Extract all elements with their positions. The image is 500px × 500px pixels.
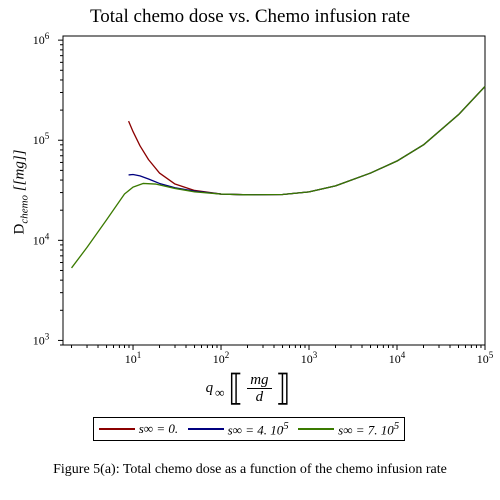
y-tick-label: 104 [33, 231, 50, 247]
legend-swatch-s7 [298, 427, 335, 430]
legend-swatch-s0 [98, 428, 135, 430]
legend-item-s4: s∞ = 4. 105 [187, 419, 289, 438]
x-tick-label: 105 [477, 350, 494, 366]
y-tick-label: 105 [33, 131, 50, 147]
x-axis-label: q ∞ ⟦ mg d ⟧ [205, 368, 291, 408]
x-tick-label: 101 [125, 350, 142, 366]
legend-item-s0: s∞ = 0. [98, 421, 179, 437]
legend-swatch-s4 [187, 427, 224, 430]
x-tick-label: 104 [389, 350, 406, 366]
y-tick-label: 106 [33, 31, 50, 47]
x-tick-label: 102 [213, 350, 230, 366]
x-tick-label: 103 [301, 350, 318, 366]
chart-legend: s∞ = 0. s∞ = 4. 105 s∞ = 7. 105 [93, 417, 405, 441]
legend-label-s0: s∞ = 0. [138, 421, 179, 436]
y-axis-label: Dchemo [[mg]] [11, 149, 31, 235]
series-line-2 [71, 85, 486, 269]
series-line-0 [127, 85, 486, 196]
series-line-1 [128, 85, 486, 196]
figure-caption: Figure 5(a): Total chemo dose as a funct… [53, 462, 447, 477]
legend-label-s4: s∞ = 4. 105 [227, 419, 289, 438]
chart-title: Total chemo dose vs. Chemo infusion rate [89, 6, 411, 27]
plot-frame [62, 35, 486, 346]
legend-label-s7: s∞ = 7. 105 [338, 419, 400, 438]
y-tick-label: 103 [33, 331, 50, 347]
legend-item-s7: s∞ = 7. 105 [298, 420, 399, 438]
